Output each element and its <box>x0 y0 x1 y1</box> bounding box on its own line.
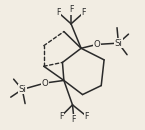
Text: F: F <box>69 5 73 14</box>
Text: O: O <box>42 79 49 87</box>
Text: O: O <box>94 40 100 49</box>
Text: F: F <box>56 8 60 17</box>
Text: F: F <box>72 115 76 124</box>
Text: Si: Si <box>18 85 26 94</box>
Text: Si: Si <box>115 39 122 48</box>
Text: F: F <box>82 8 86 17</box>
Text: F: F <box>59 112 63 121</box>
Text: F: F <box>85 112 89 121</box>
